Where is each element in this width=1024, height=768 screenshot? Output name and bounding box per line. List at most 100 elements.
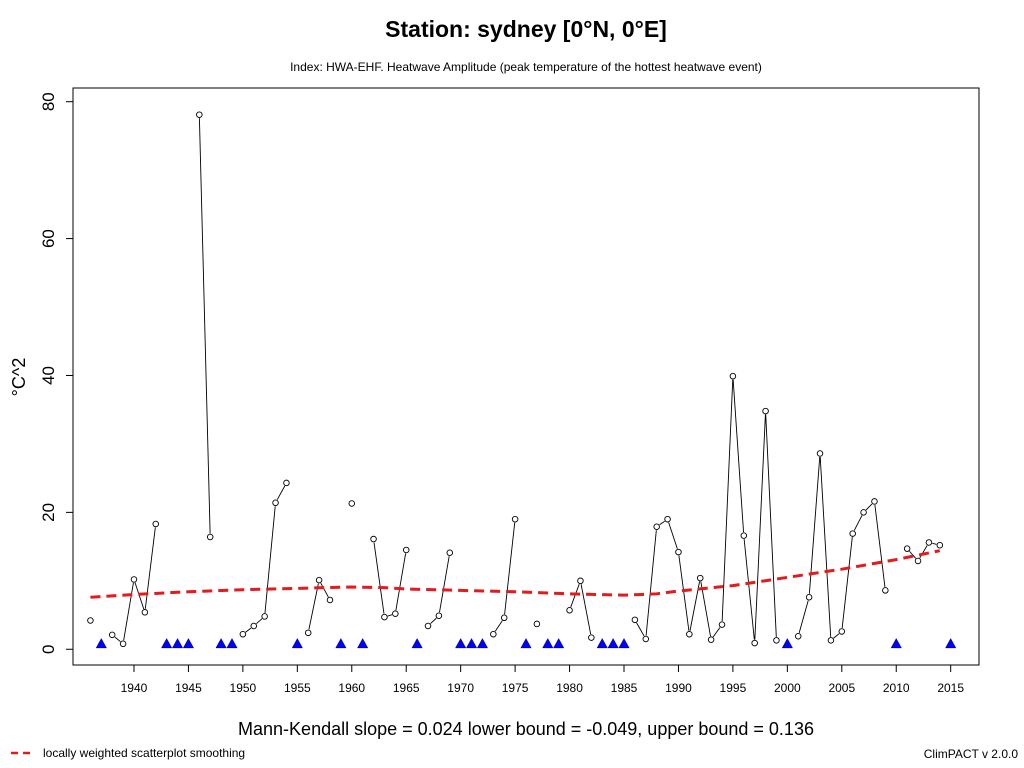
plot-frame: [72, 87, 980, 666]
observation-point: [664, 515, 671, 523]
observation-segment: [373, 542, 385, 614]
x-tick-label: 1945: [175, 681, 202, 695]
observation-point: [533, 620, 541, 628]
observation-segment: [932, 542, 937, 545]
observation-segment: [808, 456, 821, 594]
observation-point: [446, 549, 454, 556]
observation-segment: [144, 527, 156, 609]
observation-point: [577, 577, 584, 585]
observation-segment: [668, 522, 678, 549]
observation-point: [370, 535, 377, 543]
observation-segment: [276, 485, 286, 500]
observation-point: [283, 479, 290, 487]
observation-point: [653, 523, 660, 530]
observation-segment: [732, 379, 744, 533]
legend-smooth-label: locally weighted scatterplot smoothing: [43, 746, 245, 760]
missing-year-marker: [542, 638, 554, 649]
observation-point: [490, 630, 497, 638]
observation-point: [315, 576, 323, 584]
observation-segment: [636, 622, 645, 637]
x-tick-label: 1975: [502, 681, 529, 695]
observation-segment: [320, 582, 329, 598]
observation-point: [816, 450, 824, 457]
missing-year-marker: [172, 638, 184, 649]
credit-text: ClimPACT v 2.0.0: [924, 747, 1019, 761]
observation-point: [827, 637, 835, 644]
missing-year-marker: [618, 638, 630, 649]
observation-point: [402, 546, 410, 554]
chart-subtitle: Index: HWA-EHF. Heatwave Amplitude (peak…: [290, 60, 762, 74]
observation-segment: [765, 414, 777, 637]
x-tick-label: 1960: [338, 681, 365, 695]
observation-point: [849, 530, 856, 537]
missing-year-marker: [455, 638, 467, 649]
observation-point: [914, 557, 922, 565]
observation-point: [925, 539, 933, 546]
observation-segment: [833, 633, 840, 639]
observation-point: [882, 587, 889, 594]
observation-segment: [264, 506, 276, 613]
observation-point: [718, 621, 726, 628]
observation-point: [631, 616, 639, 624]
x-tick-label: 2005: [828, 681, 855, 695]
observation-segment: [874, 504, 886, 587]
missing-year-marker: [357, 638, 369, 649]
missing-year-marker: [520, 638, 532, 649]
observation-segment: [570, 583, 580, 608]
observation-segment: [439, 556, 450, 613]
observation-segment: [580, 584, 592, 635]
missing-year-marker: [291, 638, 303, 649]
chart-title: Station: sydney [0°N, 0°E]: [385, 16, 667, 42]
x-tick-label: 1970: [447, 681, 474, 695]
observation-point: [762, 407, 769, 415]
observation-point: [250, 622, 258, 630]
observation-point: [435, 612, 443, 619]
missing-year-marker: [215, 638, 227, 649]
missing-year-marker: [596, 638, 608, 649]
observation-point: [566, 606, 573, 614]
x-tick-label: 2015: [937, 681, 964, 695]
observation-point: [794, 633, 802, 640]
smooth-layer: [90, 549, 941, 599]
observation-segment: [256, 618, 263, 625]
observation-point: [196, 111, 203, 118]
observation-segment: [743, 539, 755, 640]
x-tick-label: 1995: [720, 681, 747, 695]
observation-segment: [645, 530, 657, 636]
observation-segment: [712, 627, 721, 638]
missing-year-marker: [945, 638, 957, 649]
legend: locally weighted scatterplot smoothing: [11, 746, 245, 760]
missing-year-marker: [161, 638, 173, 649]
x-tick-label: 1940: [121, 681, 148, 695]
x-tick-label: 1985: [611, 681, 638, 695]
y-tick-label: 60: [39, 229, 58, 248]
missing-year-marker: [781, 638, 793, 649]
x-tick-label: 2010: [883, 681, 910, 695]
observation-point: [261, 613, 268, 620]
observation-point: [130, 576, 138, 583]
observation-segment: [721, 379, 734, 622]
observation-segment: [659, 520, 665, 526]
observation-point: [903, 545, 911, 552]
observation-point: [740, 532, 748, 539]
observation-point: [272, 499, 279, 507]
observation-segment: [387, 614, 393, 617]
y-tick-label: 20: [39, 503, 58, 522]
missing-year-marker: [553, 638, 565, 649]
observation-point: [729, 372, 737, 380]
missing-year-marker: [95, 638, 107, 649]
y-tick-label: 40: [39, 366, 58, 385]
observation-point: [141, 609, 149, 616]
observation-lines: [114, 118, 937, 642]
observation-segment: [678, 555, 690, 631]
observation-point: [392, 610, 399, 617]
loess-smooth-line: [90, 549, 941, 599]
observation-point: [642, 635, 650, 643]
observation-segment: [798, 600, 809, 634]
y-tick-label: 0: [39, 645, 58, 654]
observation-point: [108, 631, 116, 639]
missing-year-marker: [476, 638, 488, 649]
observation-points: [87, 111, 944, 648]
observation-point: [860, 509, 867, 516]
observation-point: [239, 630, 247, 638]
